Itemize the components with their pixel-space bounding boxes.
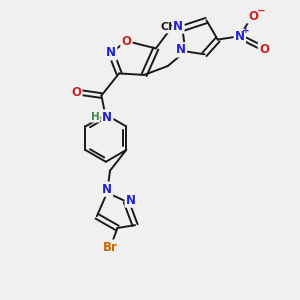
Text: N: N: [106, 46, 116, 59]
Text: O: O: [259, 43, 269, 56]
Text: −: −: [257, 6, 266, 16]
Text: N: N: [173, 20, 183, 32]
Text: O: O: [248, 10, 258, 22]
Text: N: N: [102, 110, 112, 124]
Text: O: O: [71, 86, 81, 99]
Text: +: +: [242, 26, 250, 35]
Text: N: N: [102, 183, 112, 196]
Text: Br: Br: [103, 241, 118, 254]
Text: CH₃: CH₃: [161, 22, 183, 32]
Text: N: N: [176, 44, 186, 56]
Text: O: O: [122, 34, 131, 48]
Text: N: N: [235, 30, 245, 43]
Text: H: H: [91, 112, 100, 122]
Text: N: N: [126, 194, 136, 207]
